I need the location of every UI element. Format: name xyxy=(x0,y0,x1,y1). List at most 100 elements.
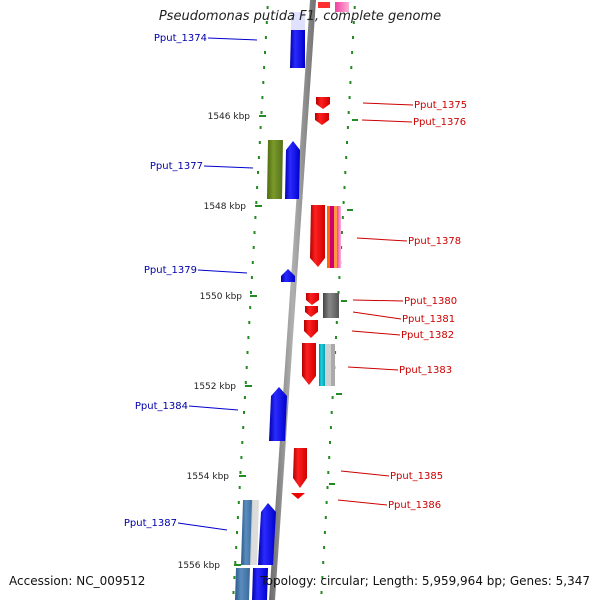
track-dot xyxy=(234,561,237,564)
track-dot xyxy=(250,291,252,294)
track-dot xyxy=(334,351,337,354)
gene-fragment xyxy=(318,2,330,8)
gene-label-pput-1384[interactable]: Pput_1384 xyxy=(135,401,188,412)
track-dot xyxy=(262,81,265,84)
gene-label-pput-1375[interactable]: Pput_1375 xyxy=(414,100,467,111)
track-dot xyxy=(259,126,262,129)
gene-pput-1376[interactable] xyxy=(315,113,329,125)
track-dot xyxy=(321,576,324,579)
gene-pput-1384[interactable] xyxy=(269,387,287,441)
track-dot xyxy=(327,471,330,474)
track-dot xyxy=(254,216,257,219)
gene-pput-1378[interactable] xyxy=(310,205,325,267)
gene-pput-1378-band xyxy=(334,206,337,268)
gene-label-pput-1374[interactable]: Pput_1374 xyxy=(154,33,207,44)
tick-track-inner-left xyxy=(232,6,269,594)
callout-pput-1385 xyxy=(340,470,390,477)
track-dot xyxy=(251,261,254,264)
gene-pput-1379[interactable] xyxy=(281,269,295,282)
gene-pput-1377[interactable] xyxy=(285,141,300,199)
callout-pput-1387 xyxy=(177,522,228,531)
track-dot xyxy=(325,501,328,504)
gene-label-pput-1387[interactable]: Pput_1387 xyxy=(124,518,177,529)
gene-label-pput-1381[interactable]: Pput_1381 xyxy=(402,314,455,325)
callout-pput-1386 xyxy=(337,499,388,506)
track-dot xyxy=(328,456,331,459)
track-dot xyxy=(241,441,244,444)
track-dot xyxy=(329,426,332,429)
track-dot xyxy=(250,276,253,279)
gene-label-pput-1380[interactable]: Pput_1380 xyxy=(404,296,457,307)
track-dot xyxy=(343,186,346,189)
gene-pput-1383[interactable] xyxy=(302,343,316,385)
gene-block-pput-1387-light xyxy=(250,500,259,565)
gene-fragment xyxy=(335,2,349,12)
gene-label-pput-1382[interactable]: Pput_1382 xyxy=(401,330,454,341)
track-dot xyxy=(244,381,247,384)
callout-pput-1379 xyxy=(197,269,248,274)
track-dot xyxy=(266,6,269,9)
track-dot xyxy=(263,66,266,69)
track-dot xyxy=(260,111,263,114)
track-dot xyxy=(257,171,259,174)
track-dot xyxy=(323,546,326,549)
gene-pput-1385[interactable] xyxy=(293,448,307,488)
track-dot xyxy=(340,246,343,249)
gene-label-pput-1377[interactable]: Pput_1377 xyxy=(150,161,203,172)
callouts-left xyxy=(177,37,258,531)
track-dot xyxy=(349,81,352,84)
gene-pput-1375[interactable] xyxy=(316,97,330,109)
track-dot xyxy=(347,111,350,114)
gene-block-pput-1377[interactable] xyxy=(267,140,283,199)
track-dot xyxy=(238,486,241,489)
gene-fragment xyxy=(235,568,250,600)
scale-label: 1550 kbp xyxy=(200,292,243,302)
track-dot xyxy=(335,336,337,339)
gene-pput-1382[interactable] xyxy=(304,320,318,338)
gene-label-pput-1385[interactable]: Pput_1385 xyxy=(390,471,443,482)
track-dot xyxy=(342,201,345,204)
track-dot xyxy=(265,21,268,24)
gene-pput-1378-band xyxy=(330,206,334,268)
track-dot xyxy=(353,6,356,9)
track-dot xyxy=(258,141,261,144)
gene-pput-1387[interactable] xyxy=(258,503,276,565)
callout-pput-1384 xyxy=(188,405,239,411)
track-dot xyxy=(341,216,344,219)
gene-pput-1378-band xyxy=(337,206,341,268)
track-dot xyxy=(249,306,252,309)
scale-label: 1556 kbp xyxy=(178,561,221,571)
track-dot xyxy=(240,456,243,459)
callouts-right xyxy=(337,102,414,506)
track-dot xyxy=(338,276,341,279)
track-dot xyxy=(253,231,256,234)
gene-pput-1381[interactable] xyxy=(305,306,318,317)
genome-backbone xyxy=(269,0,316,600)
track-dot xyxy=(351,51,354,54)
gene-pput-1374[interactable] xyxy=(290,30,305,68)
gene-label-pput-1376[interactable]: Pput_1376 xyxy=(413,117,466,128)
track-dot xyxy=(239,471,242,474)
gene-label-pput-1386[interactable]: Pput_1386 xyxy=(388,500,441,511)
gene-label-pput-1383[interactable]: Pput_1383 xyxy=(399,365,452,376)
gene-label-pput-1378[interactable]: Pput_1378 xyxy=(408,236,461,247)
track-dot xyxy=(245,366,248,369)
track-dot xyxy=(326,486,329,489)
gene-pput-1383-band xyxy=(331,344,335,386)
track-dot xyxy=(256,186,259,189)
track-dot xyxy=(247,336,250,339)
callout-pput-1378 xyxy=(356,237,408,242)
gene-pput-1380-arrow[interactable] xyxy=(306,293,319,305)
gene-block-pput-1387[interactable] xyxy=(241,500,253,565)
track-dot xyxy=(346,126,349,129)
track-dot xyxy=(323,531,326,534)
track-dot xyxy=(340,231,343,234)
gene-pput-1386[interactable] xyxy=(291,493,305,499)
gene-label-pput-1379[interactable]: Pput_1379 xyxy=(144,265,197,276)
callout-pput-1375 xyxy=(362,102,414,106)
track-dot xyxy=(329,441,331,444)
track-dot xyxy=(337,291,340,294)
track-dot xyxy=(236,516,239,519)
gene-pput-1380[interactable] xyxy=(323,293,339,318)
